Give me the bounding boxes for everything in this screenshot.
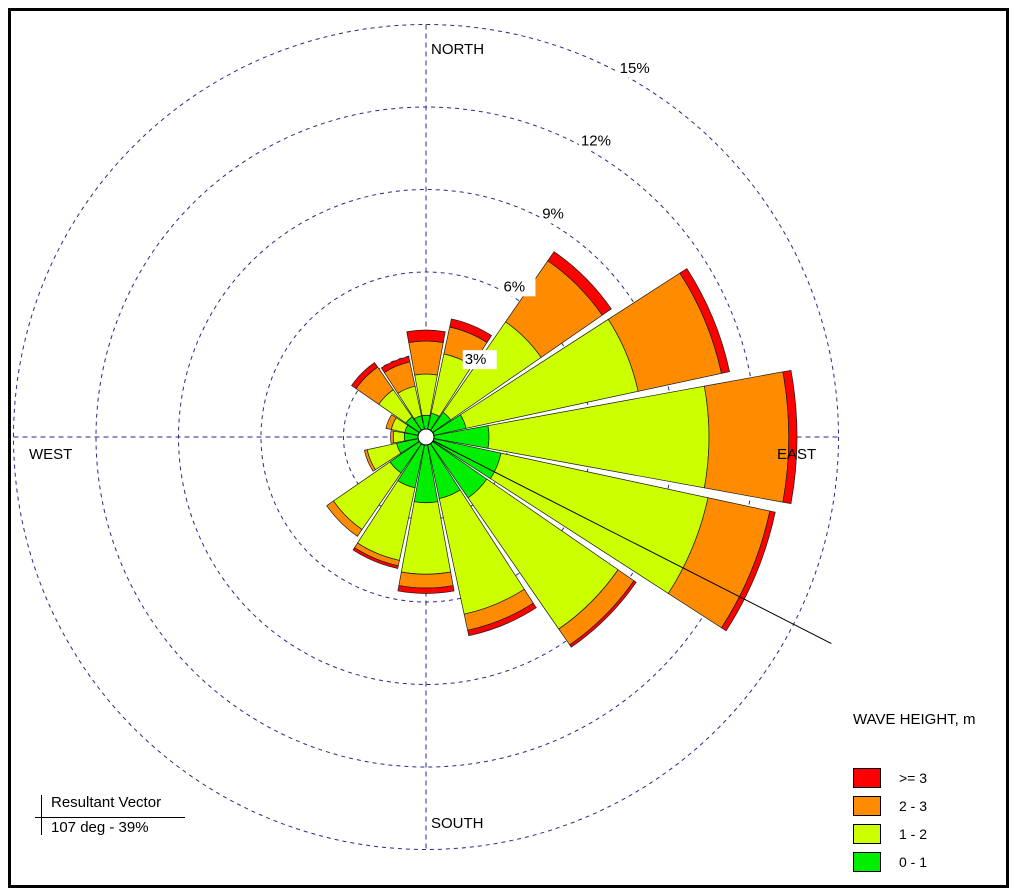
sector-segment: [380, 356, 411, 374]
resultant-vector-box: Resultant Vector 107 deg - 39%: [35, 791, 185, 841]
sector-segment: [569, 580, 637, 648]
legend-item: 2 - 3: [853, 795, 927, 817]
sector-group: [380, 356, 425, 431]
sector-segment: [721, 510, 776, 632]
sector-group: [352, 443, 425, 569]
sector-group: [326, 441, 422, 537]
resultant-vector-line: [425, 436, 832, 645]
rose-sectors: [326, 251, 798, 648]
rv-marker-vertical: [41, 795, 42, 835]
legend-swatch-red: [853, 768, 881, 788]
sector-group: [430, 441, 637, 648]
legend-item: >= 3: [853, 767, 927, 789]
center-circle: [417, 428, 435, 446]
legend-label: >= 3: [899, 770, 928, 786]
sector-group: [432, 438, 776, 632]
sector-group: [385, 414, 420, 436]
west-label: WEST: [29, 446, 72, 463]
sector-segment: [449, 318, 492, 343]
sector-group: [390, 430, 419, 444]
rv-marker-horizontal: [35, 817, 185, 818]
ring-labels: 3% 6% 9% 12% 15%: [462, 58, 652, 370]
sector-group: [397, 444, 455, 594]
sector-segment: [679, 268, 730, 374]
legend-label: 0 - 1: [899, 854, 928, 870]
ring-label: 15%: [620, 60, 650, 77]
ring-label-background: [462, 350, 497, 370]
direction-labels: NORTH EAST SOUTH WEST: [29, 41, 816, 832]
north-label: NORTH: [431, 41, 484, 58]
ring-label: 9%: [542, 205, 564, 222]
chart-frame: 3% 6% 9% 12% 15% NORTH EAST SOUTH WEST WAVE …: [8, 8, 1009, 888]
ring-label-background: [540, 204, 575, 224]
legend-label: 1 - 2: [899, 826, 928, 842]
ring-label-background: [617, 58, 652, 78]
sector-group: [427, 443, 537, 637]
sector-segment: [467, 602, 537, 637]
legend-swatch-yellow-green: [853, 824, 881, 844]
legend-swatch-green: [853, 852, 881, 872]
sector-segment: [392, 430, 406, 444]
sector-group: [433, 369, 798, 505]
sector-segment: [703, 371, 790, 503]
legend-item: 0 - 1: [853, 851, 927, 873]
resultant-vector-line-segment: [425, 436, 832, 645]
sector-segment: [352, 547, 399, 569]
resultant-vector-title: Resultant Vector: [51, 794, 162, 811]
sector-segment: [782, 369, 798, 505]
sector-group: [406, 329, 446, 430]
sector-segment: [326, 500, 363, 537]
sector-segment: [408, 340, 444, 376]
sector-group: [432, 268, 730, 436]
legend-title: WAVE HEIGHT, m: [853, 711, 976, 728]
ring-label-background: [501, 277, 536, 297]
legend-label: 2 - 3: [899, 798, 928, 814]
south-label: SOUTH: [431, 815, 484, 832]
sector-segment: [385, 414, 397, 430]
legend-swatch-orange: [853, 796, 881, 816]
sector-segment: [397, 585, 455, 594]
ring-label: 3%: [465, 351, 487, 368]
ring-label: 12%: [581, 133, 611, 150]
sector-segment: [406, 329, 446, 343]
sector-segment: [398, 571, 454, 589]
ring-circle: [13, 24, 839, 850]
sector-segment: [351, 362, 379, 390]
sector-segment: [390, 430, 395, 444]
sector-group: [363, 438, 420, 472]
sector-segment: [547, 251, 612, 316]
ring-label-background: [578, 131, 613, 151]
ring-label: 6%: [503, 278, 525, 295]
sector-group: [430, 251, 612, 433]
resultant-vector-value: 107 deg - 39%: [51, 819, 149, 836]
east-label: EAST: [777, 446, 816, 463]
wave-rose-chart: 3% 6% 9% 12% 15% NORTH EAST SOUTH WEST: [13, 24, 839, 850]
legend-item: 1 - 2: [853, 823, 927, 845]
sector-segment: [363, 449, 376, 472]
